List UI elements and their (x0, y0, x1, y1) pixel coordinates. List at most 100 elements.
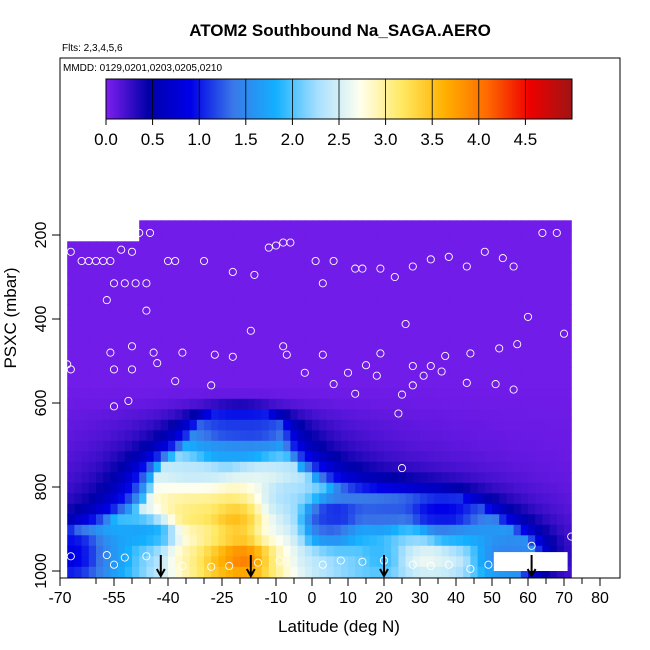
heatmap-cell (470, 335, 479, 347)
heatmap-cell (362, 535, 371, 547)
heatmap-cell (376, 430, 385, 442)
heatmap-cell (528, 461, 536, 473)
heatmap-cell (362, 398, 371, 410)
heatmap-cell (276, 398, 284, 410)
heatmap-cell (333, 293, 342, 305)
heatmap-cell (261, 377, 270, 389)
heatmap-cell (477, 409, 486, 421)
heatmap-cell (384, 283, 392, 295)
heatmap-cell (420, 293, 428, 305)
heatmap-cell (218, 325, 227, 337)
heatmap-cell (240, 367, 248, 379)
heatmap-cell (412, 430, 421, 442)
heatmap-cell (441, 472, 450, 484)
heatmap-cell (117, 556, 126, 568)
heatmap-cell (484, 346, 493, 358)
heatmap-cell (362, 461, 371, 473)
heatmap-cell (175, 493, 183, 505)
heatmap-cell (146, 283, 155, 295)
heatmap-cell (240, 430, 248, 442)
heatmap-cell (528, 220, 536, 232)
heatmap-cell (484, 220, 493, 232)
heatmap-cell (189, 325, 198, 337)
heatmap-cell (283, 304, 291, 316)
heatmap-cell (261, 430, 270, 442)
heatmap-cell (412, 472, 421, 484)
heatmap-cell (240, 335, 248, 347)
heatmap-cell (232, 440, 241, 452)
heatmap-cell (528, 409, 536, 421)
heatmap-cell (398, 482, 407, 494)
heatmap-cell (448, 493, 457, 505)
heatmap-cell (340, 503, 349, 515)
heatmap-cell (441, 556, 450, 568)
heatmap-cell (168, 493, 176, 505)
heatmap-cell (182, 503, 191, 515)
heatmap-cell (477, 419, 486, 431)
heatmap-cell (204, 430, 212, 442)
heatmap-cell (297, 283, 306, 295)
heatmap-cell (160, 556, 169, 568)
heatmap-cell (88, 430, 97, 442)
heatmap-cell (182, 220, 191, 232)
heatmap-cell (261, 314, 270, 326)
heatmap-cell (88, 535, 97, 547)
heatmap-cell (340, 514, 349, 526)
heatmap-cell (470, 367, 479, 379)
heatmap-cell (139, 314, 147, 326)
heatmap-cell (175, 293, 183, 305)
heatmap-cell (369, 230, 378, 242)
heatmap-cell (297, 325, 306, 337)
heatmap-cell (132, 314, 140, 326)
heatmap-cell (218, 493, 227, 505)
heatmap-cell (196, 409, 205, 421)
heatmap-cell (441, 325, 450, 337)
heatmap-cell (477, 493, 486, 505)
heatmap-cell (376, 346, 385, 358)
colorbar-tick-label: 3.5 (420, 130, 444, 149)
heatmap-cell (369, 535, 378, 547)
heatmap-cell (204, 472, 212, 484)
y-tick-label: 800 (33, 474, 50, 501)
heatmap-cell (463, 220, 471, 232)
heatmap-cell (96, 535, 104, 547)
heatmap-cell (96, 503, 104, 515)
heatmap-cell (283, 535, 291, 547)
heatmap-cell (304, 251, 313, 263)
heatmap-cell (333, 524, 342, 536)
heatmap-cell (564, 419, 572, 431)
heatmap-cell (168, 440, 176, 452)
heatmap-cell (470, 461, 479, 473)
heatmap-cell (434, 262, 443, 274)
heatmap-cell (405, 419, 414, 431)
heatmap-cell (355, 472, 363, 484)
heatmap-cell (405, 461, 414, 473)
heatmap-cell (456, 293, 464, 305)
heatmap-cell (470, 524, 479, 536)
heatmap-cell (535, 566, 543, 578)
heatmap-cell (297, 535, 306, 547)
heatmap-cell (499, 346, 507, 358)
heatmap-cell (139, 482, 147, 494)
heatmap-cell (535, 304, 543, 316)
heatmap-cell (528, 272, 536, 284)
sample-point (275, 556, 284, 565)
heatmap-cell (535, 220, 543, 232)
heatmap-cell (247, 293, 255, 305)
heatmap-cell (391, 346, 399, 358)
heatmap-cell (139, 419, 147, 431)
heatmap-cell (110, 556, 119, 568)
heatmap-cell (261, 503, 270, 515)
heatmap-cell (240, 388, 248, 400)
heatmap-cell (160, 535, 169, 547)
heatmap-cell (240, 272, 248, 284)
heatmap-cell (153, 482, 162, 494)
sample-point (282, 350, 291, 359)
heatmap-cell (542, 461, 551, 473)
heatmap-cell (204, 272, 212, 284)
heatmap-cell (261, 472, 270, 484)
heatmap-cell (196, 514, 205, 526)
sample-point (102, 550, 111, 560)
heatmap-cell (355, 409, 363, 421)
heatmap-cell (333, 503, 342, 515)
